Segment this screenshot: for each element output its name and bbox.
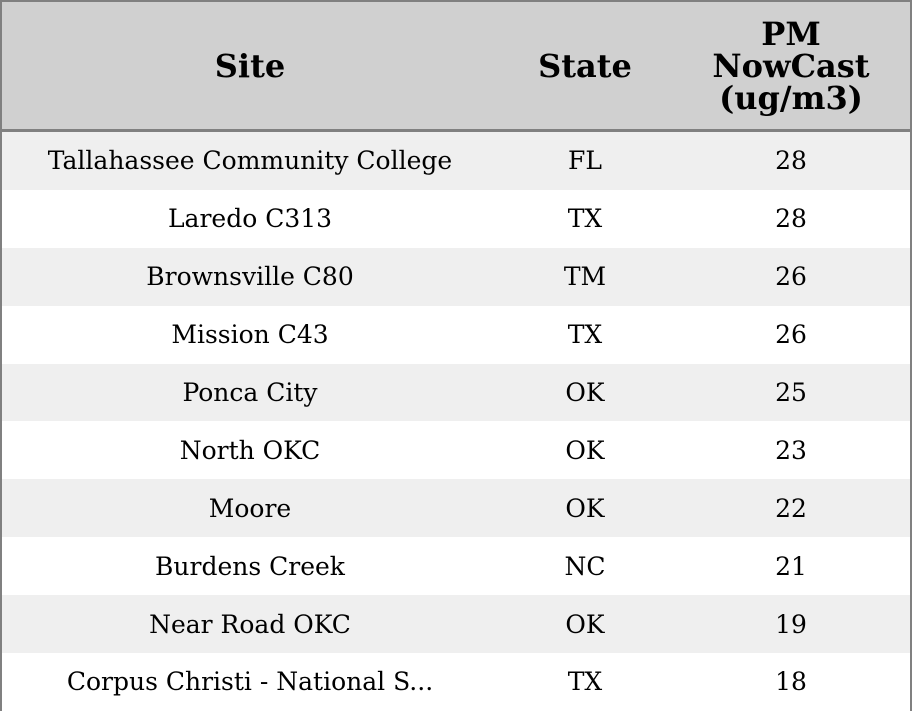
pm-nowcast-cell: 26 (775, 320, 807, 350)
table-body: Tallahassee Community College FL 28 Laredo … (2, 132, 910, 711)
table-row[interactable]: Brownsville C80 TM 26 (2, 247, 910, 306)
pm-nowcast-cell: 25 (775, 378, 807, 407)
site-cell: Brownsville C80 (146, 262, 354, 292)
column-header-site[interactable]: Site (2, 2, 498, 129)
site-cell: Laredo C313 (167, 204, 333, 234)
table-row[interactable]: Ponca City OK 25 (2, 363, 910, 422)
table-row[interactable]: Tallahassee Community College FL 28 (2, 132, 910, 190)
site-cell: Tallahassee Community College (47, 146, 453, 176)
site-cell: Mission C43 (171, 320, 329, 350)
site-cell: Burdens Creek (155, 551, 345, 581)
table-row[interactable]: North OKC OK 23 (2, 421, 910, 480)
site-cell: Moore (208, 493, 292, 523)
pm-nowcast-cell: 26 (775, 262, 807, 292)
table-row[interactable]: Corpus Christi - National S... TX 18 (2, 653, 910, 711)
column-header-site-label: Site (214, 46, 286, 85)
column-header-pm-nowcast-label: PM NowCast (ug/m3) (712, 14, 870, 117)
state-cell: OK (565, 378, 605, 407)
column-header-state[interactable]: State (498, 2, 672, 129)
pm-nowcast-cell: 22 (775, 493, 807, 523)
site-cell: North OKC (179, 435, 321, 465)
pm-nowcast-cell: 23 (775, 435, 807, 465)
site-cell: Corpus Christi - National S... (66, 667, 434, 697)
table-row[interactable]: Moore OK 22 (2, 479, 910, 538)
table-header-row: Site State PM NowCast (ug/m3) (2, 2, 910, 132)
state-cell: FL (568, 146, 602, 176)
table-row[interactable]: Mission C43 TX 26 (2, 305, 910, 364)
pm-nowcast-cell: 28 (775, 146, 807, 176)
state-cell: NC (564, 551, 606, 581)
state-cell: OK (565, 493, 605, 523)
table-row[interactable]: Near Road OKC OK 19 (2, 595, 910, 654)
state-cell: OK (565, 609, 605, 639)
pm-nowcast-cell: 18 (775, 667, 807, 697)
pm-nowcast-cell: 21 (775, 551, 807, 581)
pm-nowcast-cell: 28 (775, 204, 807, 234)
table-row[interactable]: Burdens Creek NC 21 (2, 537, 910, 596)
column-header-state-label: State (538, 46, 632, 85)
state-cell: OK (565, 435, 605, 465)
state-cell: TX (567, 667, 603, 697)
state-cell: TX (567, 204, 603, 234)
site-cell: Near Road OKC (149, 609, 351, 639)
state-cell: TX (567, 320, 603, 350)
table-row[interactable]: Laredo C313 TX 28 (2, 189, 910, 248)
state-cell: TM (563, 262, 607, 292)
pm-nowcast-cell: 19 (775, 609, 807, 639)
column-header-pm-nowcast[interactable]: PM NowCast (ug/m3) (672, 2, 910, 129)
site-cell: Ponca City (182, 378, 318, 407)
